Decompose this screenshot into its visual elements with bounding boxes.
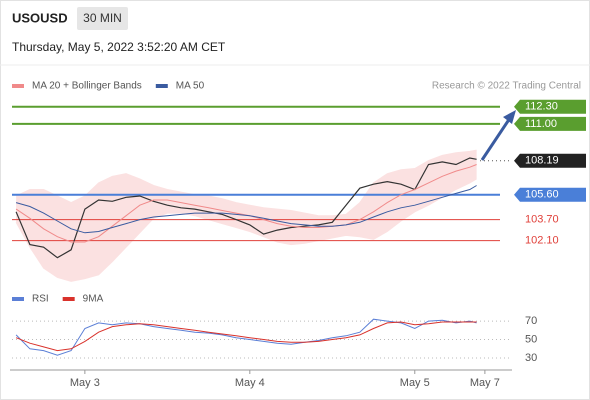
source: Research © 2022 Trading Central bbox=[432, 81, 581, 92]
x-tick-label: May 4 bbox=[235, 377, 265, 389]
level-tag bbox=[514, 153, 586, 168]
timeframe-button[interactable] bbox=[77, 7, 128, 30]
level-label: 102.10 bbox=[525, 235, 559, 247]
forecast-arrow bbox=[480, 117, 512, 161]
timeframe[interactable]: 30 MIN bbox=[83, 11, 122, 25]
y-tick-label: 30 bbox=[525, 352, 537, 364]
legend-swatch bbox=[12, 297, 24, 301]
level-label: 103.70 bbox=[525, 214, 559, 226]
bollinger-upper bbox=[15, 149, 477, 217]
legend-swatch bbox=[12, 84, 24, 88]
level-tag bbox=[514, 99, 586, 114]
series-line bbox=[15, 321, 477, 352]
y-tick-label: 50 bbox=[525, 333, 537, 345]
series-line bbox=[15, 318, 477, 356]
level-label: 111.00 bbox=[525, 118, 557, 130]
legend-swatch bbox=[155, 84, 168, 88]
legend-label: MA 20 + Bollinger Bands bbox=[32, 81, 142, 92]
bollinger-lower bbox=[15, 178, 477, 282]
x-tick-label: May 7 bbox=[470, 377, 500, 389]
level-label: 112.30 bbox=[525, 101, 558, 113]
legend-swatch bbox=[62, 297, 75, 301]
x-tick-label: May 5 bbox=[400, 377, 430, 389]
legend-label: 9MA bbox=[83, 294, 104, 305]
x-tick-label: May 3 bbox=[70, 377, 100, 389]
legend-label: MA 50 bbox=[176, 81, 205, 92]
level-tag bbox=[514, 187, 586, 202]
symbol: USOUSD bbox=[12, 10, 68, 25]
level-label: 108.19 bbox=[525, 155, 559, 167]
legend-label: RSI bbox=[32, 294, 49, 305]
series-line bbox=[15, 185, 477, 234]
level-label: 105.60 bbox=[525, 189, 559, 201]
level-tag bbox=[514, 116, 586, 131]
datetime: Thursday, May 5, 2022 3:52:20 AM CET bbox=[12, 40, 226, 54]
y-tick-label: 70 bbox=[525, 315, 537, 327]
forecast-arrow-head bbox=[503, 110, 516, 124]
series-line bbox=[15, 157, 477, 259]
